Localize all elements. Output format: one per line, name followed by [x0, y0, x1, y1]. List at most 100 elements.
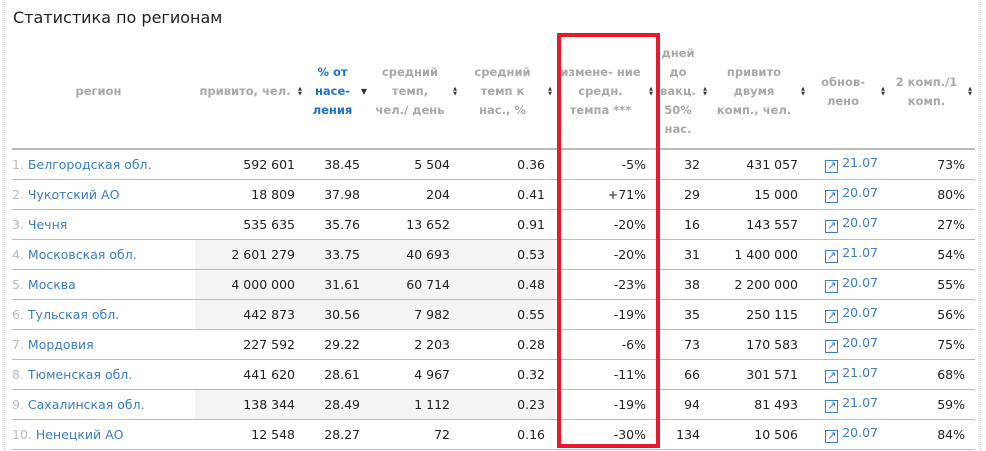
updated-link[interactable]: 20.07: [842, 425, 878, 440]
region-link[interactable]: Тульская обл.: [27, 306, 120, 322]
updated-cell[interactable]: ↗ 20.07: [808, 329, 888, 360]
table-header-row: регион привито, чел. ▲ ▼% от насе- ления ▼ с…: [12, 35, 975, 150]
region-cell: 3. Чечня: [12, 209, 195, 240]
table-row: 4. Московская обл. 2 601 279 33.75 40 693 0.…: [12, 239, 975, 270]
days-cell: 94: [656, 389, 710, 420]
updated-link[interactable]: 20.07: [842, 185, 878, 200]
updated-cell[interactable]: ↗ 20.07: [808, 179, 888, 210]
column-header[interactable]: измене- ние средн. темпа *** ▲ ▼: [555, 35, 656, 150]
external-link-icon[interactable]: ↗: [825, 279, 839, 293]
updated-link[interactable]: 21.07: [842, 365, 878, 380]
column-header[interactable]: средний темп к нас., % ▲ ▼: [460, 35, 555, 150]
row-number: 8.: [12, 366, 24, 382]
updated-link[interactable]: 21.07: [842, 155, 878, 171]
region-link[interactable]: Чукотский АО: [27, 186, 120, 202]
sort-icon[interactable]: ▲ ▼: [548, 85, 552, 97]
updated-link[interactable]: 20.07: [842, 275, 878, 290]
updated-cell[interactable]: ↗ 20.07: [808, 299, 888, 330]
days-cell: 134: [656, 419, 710, 450]
column-header[interactable]: обнов- лено ▲ ▼: [808, 35, 888, 150]
updated-link[interactable]: 21.07: [842, 245, 878, 260]
sort-icon[interactable]: ▲ ▼: [881, 85, 885, 97]
region-link[interactable]: Московская обл.: [27, 246, 137, 262]
column-header-label: регион: [75, 84, 122, 98]
sort-icon[interactable]: ▲ ▼: [453, 85, 457, 97]
two-cell: 1 400 000: [710, 239, 808, 270]
two-cell: 81 493: [710, 389, 808, 420]
updated-cell[interactable]: ↗ 20.07: [808, 269, 888, 300]
rate-cell: 5 504: [370, 149, 460, 180]
pct-cell: 28.61: [305, 359, 370, 390]
external-link-icon[interactable]: ↗: [825, 189, 839, 203]
updated-cell[interactable]: ↗ 21.07: [808, 239, 888, 270]
sort-icon[interactable]: ▲ ▼: [298, 85, 302, 97]
change-cell: -23%: [555, 269, 656, 300]
updated-link[interactable]: 21.07: [842, 395, 878, 410]
table-row: 7. Мордовия 227 592 29.22 2 203 0.28 -6% 73 170…: [12, 329, 975, 360]
rate-cell: 60 714: [370, 269, 460, 300]
vacc-cell: 2 601 279: [195, 239, 305, 270]
table-row: 6. Тульская обл. 442 873 30.56 7 982 0.55 -19…: [12, 299, 975, 330]
region-link[interactable]: Тюменская обл.: [27, 366, 133, 382]
external-link-icon[interactable]: ↗: [825, 429, 839, 443]
column-header[interactable]: дней до вакц. 50% нас. ▲ ▼: [656, 35, 710, 150]
region-link[interactable]: Сахалинская обл.: [27, 396, 145, 412]
column-header[interactable]: привито, чел. ▲ ▼: [195, 35, 305, 150]
ratio-cell: 55%: [888, 269, 975, 300]
pct-cell: 28.49: [305, 389, 370, 420]
updated-link[interactable]: 20.07: [842, 215, 878, 230]
column-header[interactable]: привито двумя комп., чел. ▲ ▼: [710, 35, 808, 150]
row-number: 4.: [12, 246, 24, 262]
updated-cell[interactable]: ↗ 20.07: [808, 419, 888, 450]
external-link-icon[interactable]: ↗: [825, 219, 839, 233]
days-cell: 29: [656, 179, 710, 210]
highlight-box: [557, 33, 660, 448]
region-cell: 10. Ненецкий АО: [12, 419, 195, 450]
updated-cell[interactable]: ↗ 21.07: [808, 389, 888, 420]
ratio-cell: 27%: [888, 209, 975, 240]
sort-icon[interactable]: ▲ ▼: [703, 85, 707, 97]
external-link-icon[interactable]: ↗: [825, 369, 839, 383]
sort-icon[interactable]: ▲ ▼: [968, 85, 972, 97]
region-link[interactable]: Ненецкий АО: [35, 426, 124, 442]
column-header[interactable]: % от насе- ления ▼: [305, 35, 370, 150]
two-cell: 170 583: [710, 329, 808, 360]
updated-link[interactable]: 20.07: [842, 335, 878, 350]
column-header[interactable]: регион: [12, 35, 195, 150]
vacc-cell: 441 620: [195, 359, 305, 390]
rate-cell: 72: [370, 419, 460, 450]
column-header-label: средний темп к нас., %: [474, 65, 531, 117]
two-cell: 2 200 000: [710, 269, 808, 300]
ratio-cell: 54%: [888, 239, 975, 270]
pct-cell: 37.98: [305, 179, 370, 210]
rate_pct-cell: 0.28: [460, 329, 555, 360]
updated-cell[interactable]: ↗ 21.07: [808, 359, 888, 390]
row-number: 5.: [12, 276, 24, 292]
ratio-cell: 56%: [888, 299, 975, 330]
region-link[interactable]: Москва: [27, 276, 76, 292]
sort-icon[interactable]: ▲ ▼: [649, 85, 653, 97]
external-link-icon[interactable]: ↗: [825, 339, 839, 353]
column-header[interactable]: средний темп, чел./ день ▲ ▼: [370, 35, 460, 150]
updated-cell[interactable]: ↗ 21.07: [808, 149, 888, 180]
region-link[interactable]: Чечня: [27, 216, 68, 232]
updated-cell[interactable]: ↗ 20.07: [808, 209, 888, 240]
regions-table: регион привито, чел. ▲ ▼% от насе- ления ▼ с…: [12, 35, 975, 450]
external-link-icon[interactable]: ↗: [825, 399, 839, 413]
change-cell: -6%: [555, 329, 656, 360]
table-row: 9. Сахалинская обл. 138 344 28.49 1 112 0.23…: [12, 389, 975, 420]
sort-desc-icon[interactable]: ▼: [360, 86, 367, 96]
region-link[interactable]: Белгородская обл.: [27, 156, 152, 172]
sort-icon[interactable]: ▲ ▼: [801, 85, 805, 97]
column-header-label: дней до вакц. 50% нас.: [660, 46, 696, 136]
region-link[interactable]: Мордовия: [27, 336, 94, 352]
rate_pct-cell: 0.23: [460, 389, 555, 420]
column-header[interactable]: 2 комп./1 комп. ▲ ▼: [888, 35, 975, 150]
external-link-icon[interactable]: ↗: [825, 249, 839, 263]
days-cell: 66: [656, 359, 710, 390]
row-number: 9.: [12, 396, 24, 412]
external-link-icon[interactable]: ↗: [825, 159, 839, 174]
rate_pct-cell: 0.36: [460, 149, 555, 180]
updated-link[interactable]: 20.07: [842, 305, 878, 320]
external-link-icon[interactable]: ↗: [825, 309, 839, 323]
